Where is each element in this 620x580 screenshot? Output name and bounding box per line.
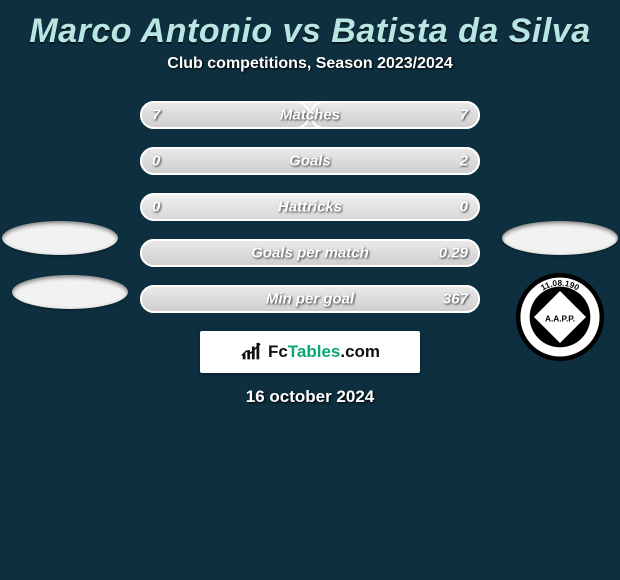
stat-rows: Matches 7 7 Goals 0 2 Hattricks 0 0 Goals per mat…	[140, 101, 480, 313]
player1-oval-2	[12, 275, 128, 309]
stat-value-left: 7	[152, 107, 160, 124]
player1-oval-1	[2, 221, 118, 255]
stat-value-left: 0	[152, 153, 160, 170]
stat-row: Goals 0 2	[140, 147, 480, 175]
stat-label: Hattricks	[278, 199, 342, 216]
club-badge: A.A.P.P. 11.08.190	[514, 271, 606, 363]
stat-value-left: 0	[152, 199, 160, 216]
stat-label: Goals	[289, 153, 331, 170]
stat-value-right: 0.29	[439, 245, 468, 262]
svg-text:A.A.P.P.: A.A.P.P.	[545, 315, 575, 324]
footer-date: 16 october 2024	[0, 387, 620, 407]
stat-label: Min per goal	[266, 291, 354, 308]
stat-value-right: 2	[460, 153, 468, 170]
page-title: Marco Antonio vs Batista da Silva	[0, 0, 620, 55]
comparison-stage: A.A.P.P. 11.08.190 Matches77Goals02Hattr…	[0, 101, 620, 313]
stat-label: Goals per match	[251, 245, 369, 262]
stat-value-right: 0	[460, 199, 468, 216]
brand-prefix: Fc	[268, 342, 288, 361]
stat-row: Hattricks 0 0	[140, 193, 480, 221]
stat-row: Matches 7 7	[140, 101, 480, 129]
page-subtitle: Club competitions, Season 2023/2024	[0, 55, 620, 73]
chart-icon	[240, 341, 262, 363]
stat-label: Matches	[280, 107, 340, 124]
stat-value-right: 7	[460, 107, 468, 124]
fctables-brand: FcTables.com	[200, 331, 420, 373]
player2-oval-1	[502, 221, 618, 255]
brand-mid: Tables	[288, 342, 341, 361]
stat-value-right: 367	[443, 291, 468, 308]
stat-row: Min per goal 367	[140, 285, 480, 313]
stat-row: Goals per match 0.29	[140, 239, 480, 267]
brand-suffix: .com	[340, 342, 380, 361]
